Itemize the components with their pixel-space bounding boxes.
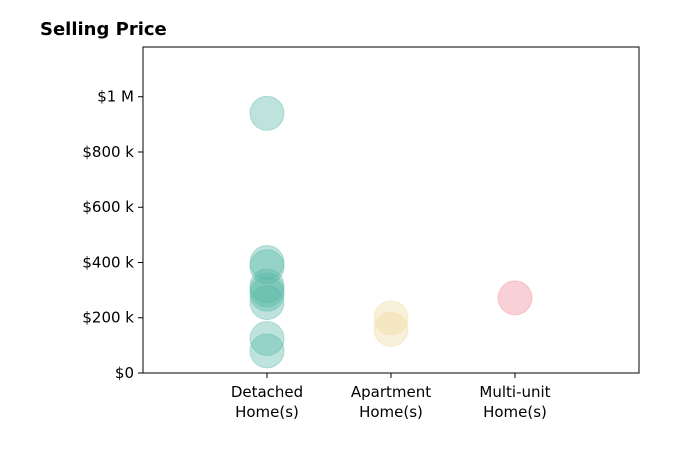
data-point-apartment: [373, 300, 409, 336]
x-tick-label: Home(s): [359, 403, 423, 421]
y-axis: $0 $200 k $400 k $600 k $800 k $1 M: [82, 88, 143, 382]
x-tick-label: Home(s): [483, 403, 547, 421]
chart-title: Selling Price: [40, 19, 167, 40]
y-tick-label: $0: [115, 364, 134, 382]
y-tick-label: $1 M: [97, 88, 134, 106]
data-point-detached: [249, 95, 285, 131]
x-tick-label: Multi-unit: [479, 383, 550, 401]
data-point-apartment: [373, 311, 409, 347]
data-point-detached: [249, 285, 285, 321]
x-tick-label: Detached: [231, 383, 303, 401]
y-tick-label: $200 k: [82, 309, 134, 327]
data-point-detached: [249, 244, 285, 280]
data-point-detached: [249, 272, 285, 308]
y-tick-label: $800 k: [82, 143, 134, 161]
data-point-detached: [249, 268, 285, 304]
data-point-multiunit: [497, 280, 533, 316]
y-tick-label: $400 k: [82, 253, 134, 271]
x-tick-label: Home(s): [235, 403, 299, 421]
x-tick-label: Apartment: [351, 383, 431, 401]
data-point-detached: [249, 333, 285, 369]
data-points: [249, 95, 533, 369]
data-point-detached: [249, 249, 285, 285]
data-point-detached: [249, 320, 285, 356]
y-tick-label: $600 k: [82, 198, 134, 216]
data-point-detached: [249, 276, 285, 312]
x-axis: Detached Home(s) Apartment Home(s) Multi-uni…: [231, 373, 551, 421]
